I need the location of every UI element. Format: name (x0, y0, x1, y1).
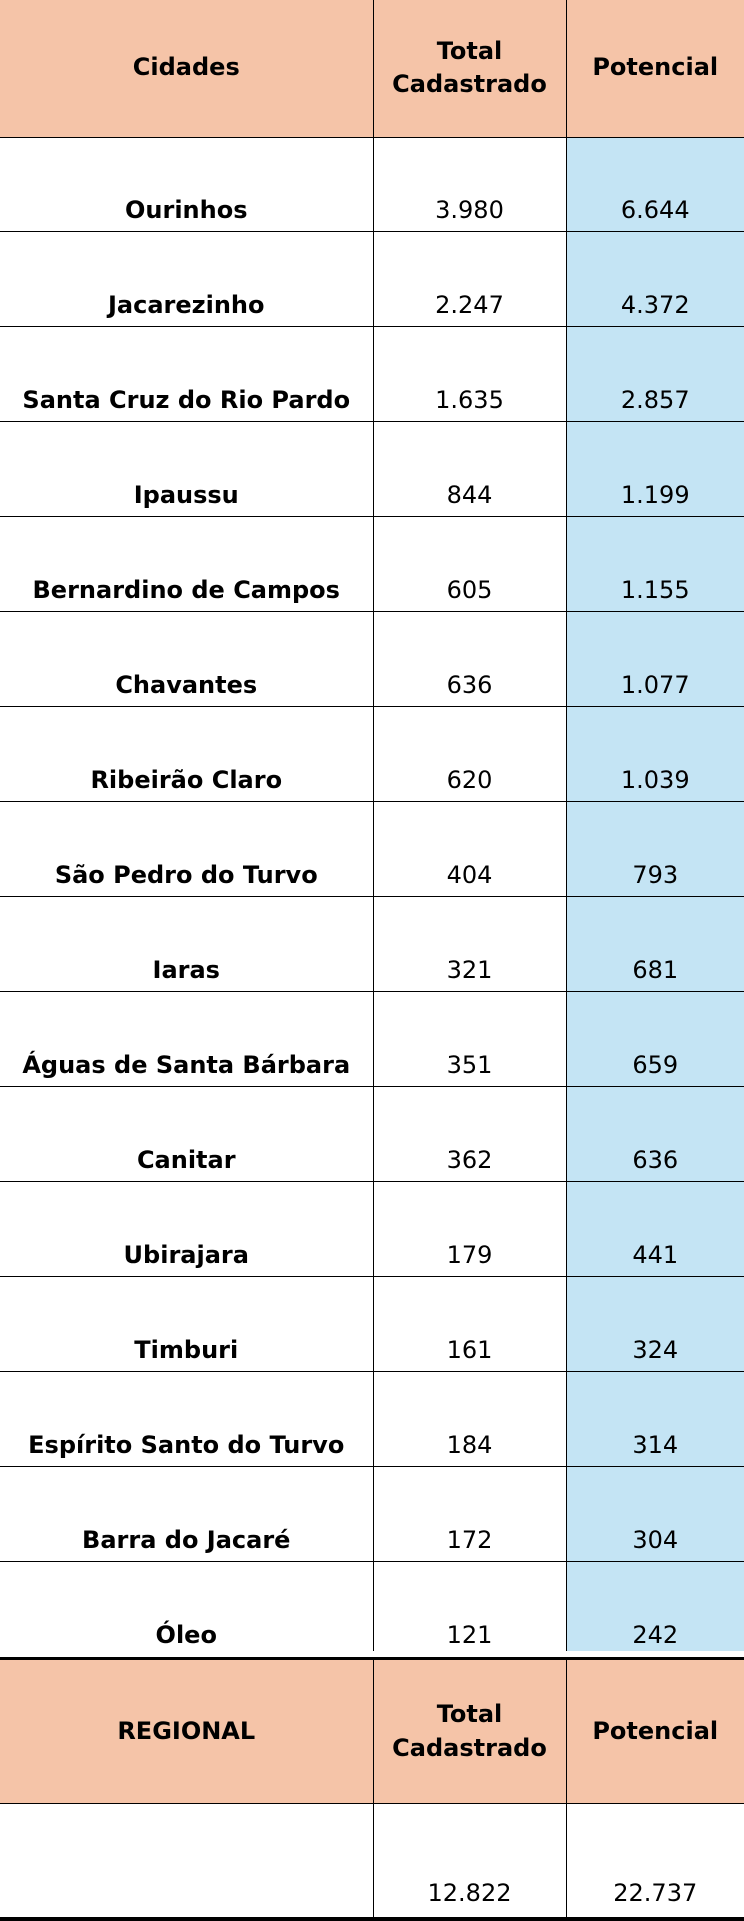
header-cidades: Cidades (0, 0, 374, 138)
total-cadastrado-cell: 321 (373, 895, 567, 992)
total-cadastrado-cell: 121 (373, 1560, 567, 1657)
cities-table: Cidades Total Cadastrado Potencial Ourin… (0, 0, 744, 1657)
total-cadastrado-cell: 636 (373, 610, 567, 707)
table-row: Jacarezinho 2.247 4.372 (0, 230, 744, 327)
total-cadastrado-cell: 362 (373, 1085, 567, 1182)
table-row: Espírito Santo do Turvo 184 314 (0, 1370, 744, 1467)
header-regional: REGIONAL (0, 1658, 374, 1804)
table-row: Ipaussu 844 1.199 (0, 420, 744, 517)
table-row: Ubirajara 179 441 (0, 1180, 744, 1277)
regional-potencial: 22.737 (566, 1803, 744, 1921)
table-row: Barra do Jacaré 172 304 (0, 1465, 744, 1562)
table-row: Timburi 161 324 (0, 1275, 744, 1372)
potencial-cell: 242 (566, 1560, 744, 1657)
potencial-cell: 4.372 (566, 230, 744, 327)
header-regional-total-cadastrado: Total Cadastrado (373, 1658, 567, 1804)
table-row: Bernardino de Campos 605 1.155 (0, 515, 744, 612)
regional-total-cadastrado: 12.822 (373, 1803, 567, 1921)
potencial-cell: 324 (566, 1275, 744, 1372)
total-cadastrado-cell: 351 (373, 990, 567, 1087)
city-name-cell: São Pedro do Turvo (0, 800, 374, 897)
table-row: Águas de Santa Bárbara 351 659 (0, 990, 744, 1087)
regional-table: REGIONAL Total Cadastrado Potencial 12.8… (0, 1657, 744, 1921)
table-row: Ourinhos 3.980 6.644 (0, 136, 744, 232)
city-name-cell: Iaras (0, 895, 374, 992)
city-name-cell: Ubirajara (0, 1180, 374, 1277)
city-name-cell: Ourinhos (0, 136, 374, 232)
table-row: São Pedro do Turvo 404 793 (0, 800, 744, 897)
city-name-cell: Barra do Jacaré (0, 1465, 374, 1562)
total-cadastrado-cell: 3.980 (373, 136, 567, 232)
total-cadastrado-cell: 179 (373, 1180, 567, 1277)
total-cadastrado-cell: 184 (373, 1370, 567, 1467)
total-cadastrado-cell: 844 (373, 420, 567, 517)
total-cadastrado-cell: 172 (373, 1465, 567, 1562)
total-cadastrado-cell: 161 (373, 1275, 567, 1372)
city-name-cell: Águas de Santa Bárbara (0, 990, 374, 1087)
potencial-cell: 793 (566, 800, 744, 897)
table-row: Iaras 321 681 (0, 895, 744, 992)
regional-total-row: 12.822 22.737 (0, 1803, 744, 1921)
potencial-cell: 1.077 (566, 610, 744, 707)
table-row: Canitar 362 636 (0, 1085, 744, 1182)
regional-label-cell (0, 1803, 374, 1921)
city-name-cell: Canitar (0, 1085, 374, 1182)
table-row: Chavantes 636 1.077 (0, 610, 744, 707)
potencial-cell: 1.155 (566, 515, 744, 612)
city-name-cell: Santa Cruz do Rio Pardo (0, 325, 374, 422)
regional-header-row: REGIONAL Total Cadastrado Potencial (0, 1658, 744, 1804)
potencial-cell: 681 (566, 895, 744, 992)
city-name-cell: Ipaussu (0, 420, 374, 517)
potencial-cell: 659 (566, 990, 744, 1087)
potencial-cell: 6.644 (566, 136, 744, 232)
potencial-cell: 1.199 (566, 420, 744, 517)
potencial-cell: 304 (566, 1465, 744, 1562)
header-potencial: Potencial (566, 0, 744, 138)
table-gap (0, 1651, 744, 1657)
total-cadastrado-cell: 620 (373, 705, 567, 802)
city-name-cell: Espírito Santo do Turvo (0, 1370, 374, 1467)
total-cadastrado-cell: 2.247 (373, 230, 567, 327)
table-row: Ribeirão Claro 620 1.039 (0, 705, 744, 802)
header-row: Cidades Total Cadastrado Potencial (0, 0, 744, 138)
city-name-cell: Timburi (0, 1275, 374, 1372)
total-cadastrado-cell: 404 (373, 800, 567, 897)
city-name-cell: Jacarezinho (0, 230, 374, 327)
total-cadastrado-cell: 605 (373, 515, 567, 612)
potencial-cell: 2.857 (566, 325, 744, 422)
potencial-cell: 1.039 (566, 705, 744, 802)
city-name-cell: Óleo (0, 1560, 374, 1657)
city-name-cell: Ribeirão Claro (0, 705, 374, 802)
total-cadastrado-cell: 1.635 (373, 325, 567, 422)
table-row: Óleo 121 242 (0, 1560, 744, 1657)
table-row: Santa Cruz do Rio Pardo 1.635 2.857 (0, 325, 744, 422)
potencial-cell: 441 (566, 1180, 744, 1277)
header-regional-potencial: Potencial (566, 1658, 744, 1804)
header-total-cadastrado: Total Cadastrado (373, 0, 567, 138)
potencial-cell: 314 (566, 1370, 744, 1467)
potencial-cell: 636 (566, 1085, 744, 1182)
city-name-cell: Chavantes (0, 610, 374, 707)
city-name-cell: Bernardino de Campos (0, 515, 374, 612)
